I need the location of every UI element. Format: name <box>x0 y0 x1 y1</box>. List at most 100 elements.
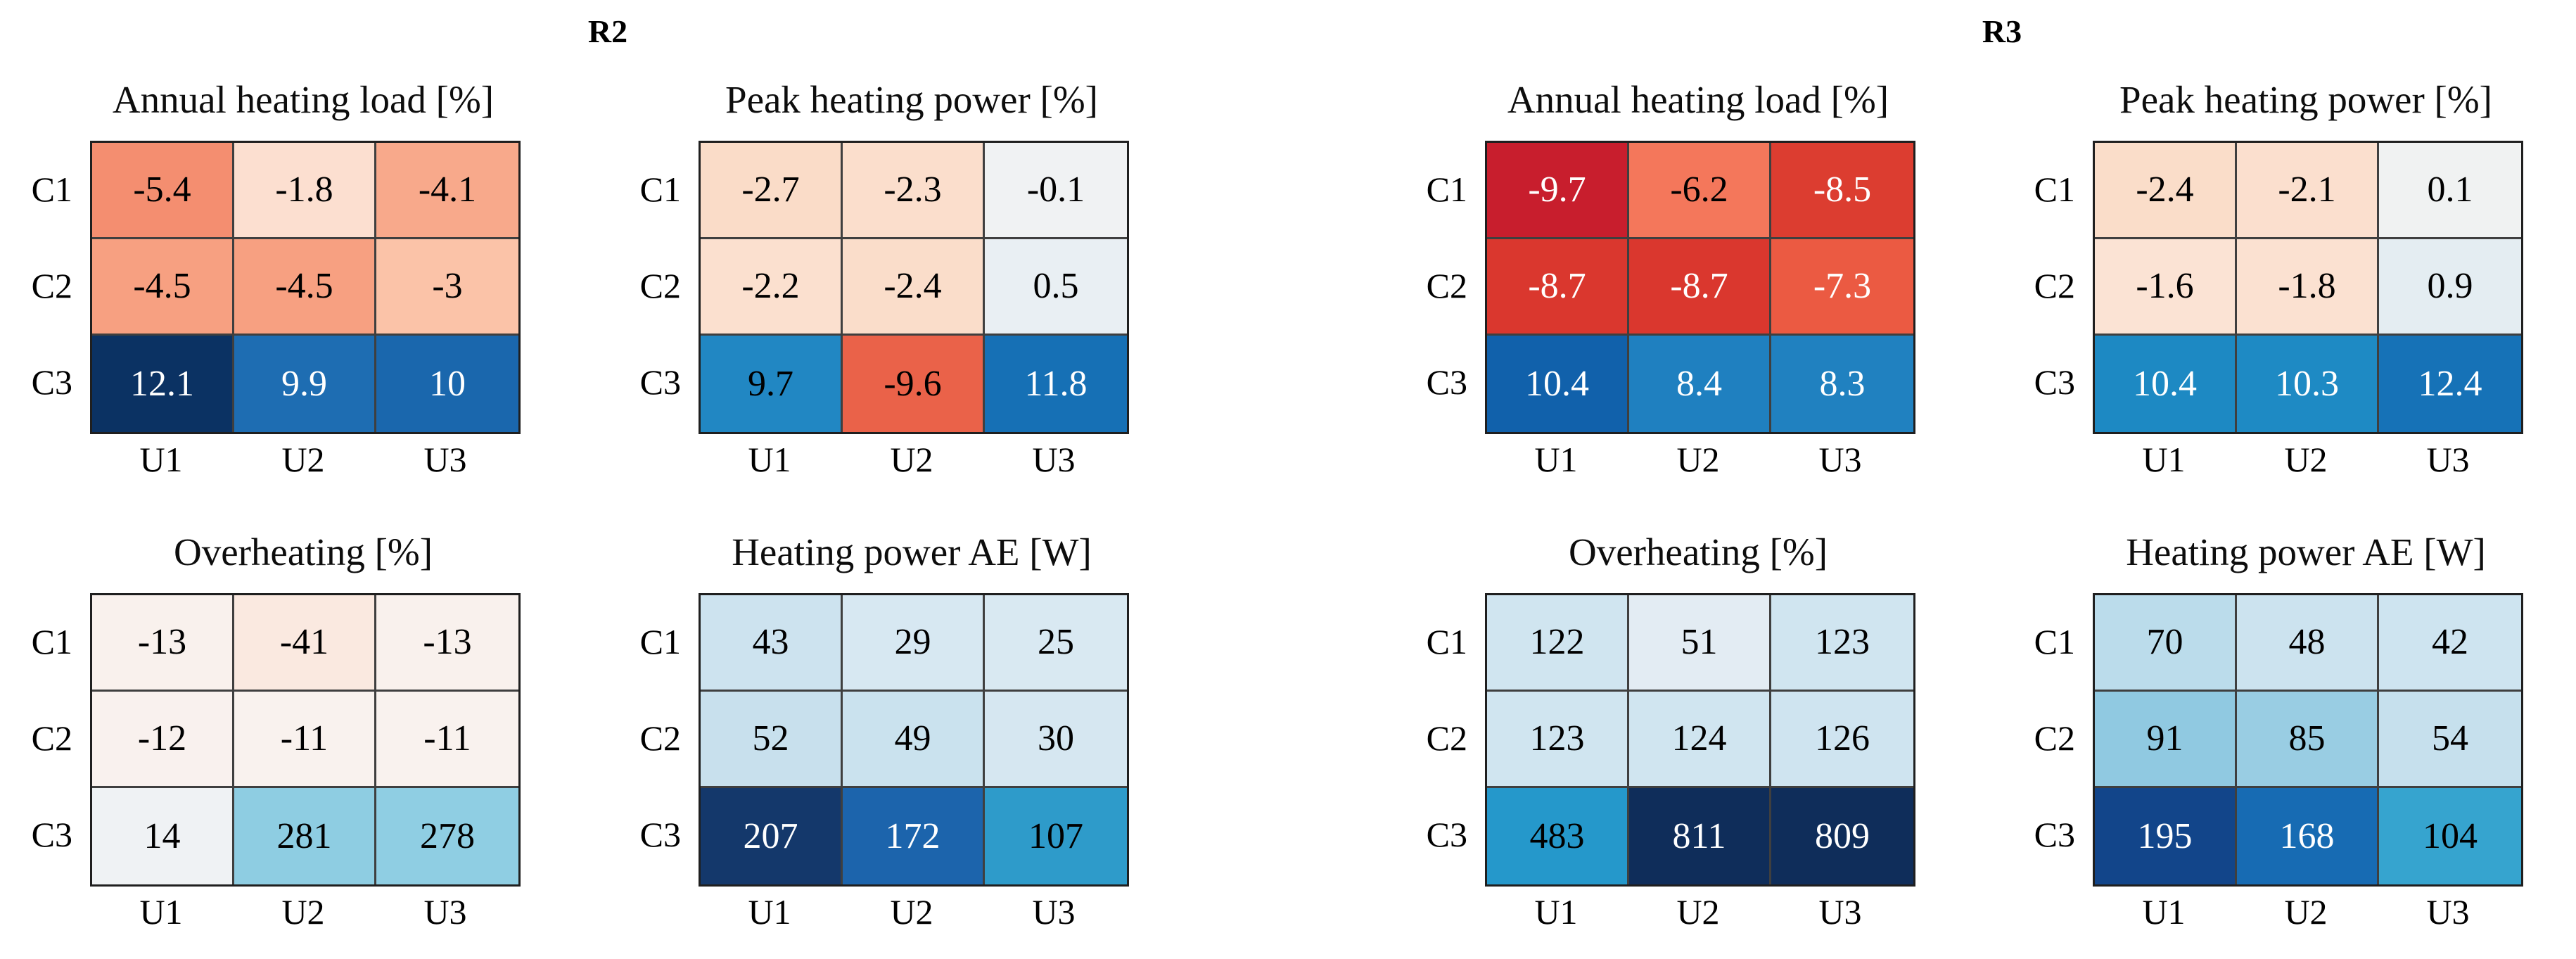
column-label: U2 <box>890 440 933 479</box>
heatmap-cell: 483 <box>1487 788 1629 884</box>
heatmap-cell: 10.4 <box>2095 336 2237 432</box>
heatmap-grid: 122 51 123 123 124 126 483 811 809 <box>1485 593 1915 887</box>
heatmap-cell: 9.7 <box>701 336 843 432</box>
row-label: C3 <box>31 362 72 402</box>
heatmap-cell: 168 <box>2237 788 2379 884</box>
heatmap-cell: 70 <box>2095 595 2237 692</box>
heatmap-cell: -2.1 <box>2237 143 2379 239</box>
heatmap-cell: 85 <box>2237 692 2379 788</box>
heatmap-cell: -4.5 <box>234 239 376 336</box>
row-label: C1 <box>639 621 681 661</box>
heatmap-grid: 43 29 25 52 49 30 207 172 107 <box>699 593 1129 887</box>
heatmap-cell: -7.3 <box>1771 239 1913 336</box>
row-label: C1 <box>639 169 681 209</box>
heatmap-title: Overheating [%] <box>1568 531 1828 573</box>
heatmap-cell: 207 <box>701 788 843 884</box>
heatmap-cell: 278 <box>376 788 518 884</box>
heatmap-cell: -13 <box>376 595 518 692</box>
heatmap-grid: -2.4 -2.1 0.1 -1.6 -1.8 0.9 10.4 10.3 12.4 <box>2093 141 2523 434</box>
heatmap-cell: -9.6 <box>843 336 985 432</box>
heatmap-title: Peak heating power [%] <box>2119 78 2492 121</box>
column-label: U3 <box>2426 440 2470 479</box>
heatmap-cell: -1.8 <box>2237 239 2379 336</box>
row-label: C3 <box>639 814 681 854</box>
column-label: U3 <box>2426 892 2470 932</box>
heatmap-cell: -4.1 <box>376 143 518 239</box>
heatmap-cell: 9.9 <box>234 336 376 432</box>
heatmap-cell: -12 <box>92 692 234 788</box>
heatmap-cell: 42 <box>2379 595 2521 692</box>
column-label: U1 <box>2142 892 2186 932</box>
heatmap-cell: 104 <box>2379 788 2521 884</box>
column-label: U3 <box>423 892 467 932</box>
heatmap-cell: 51 <box>1629 595 1771 692</box>
row-label: C3 <box>1426 362 1467 402</box>
heatmap-cell: -9.7 <box>1487 143 1629 239</box>
column-label: U3 <box>1032 440 1076 479</box>
row-label: C3 <box>2034 814 2075 854</box>
heatmap-cell: 0.1 <box>2379 143 2521 239</box>
row-label: C2 <box>1426 265 1467 305</box>
column-label: U2 <box>890 892 933 932</box>
column-label: U2 <box>2284 892 2328 932</box>
heatmap-cell: -11 <box>376 692 518 788</box>
row-label: C3 <box>31 814 72 854</box>
heatmap-cell: -2.4 <box>843 239 985 336</box>
heatmap-cell: 123 <box>1771 595 1913 692</box>
heatmap-grid: -9.7 -6.2 -8.5 -8.7 -8.7 -7.3 10.4 8.4 8.3 <box>1485 141 1915 434</box>
row-label: C1 <box>1426 169 1467 209</box>
heatmap-cell: 10.3 <box>2237 336 2379 432</box>
heatmap-cell: 8.3 <box>1771 336 1913 432</box>
column-label: U2 <box>281 892 325 932</box>
heatmap-cell: 11.8 <box>985 336 1127 432</box>
heatmap-cell: 29 <box>843 595 985 692</box>
heatmap-cell: 809 <box>1771 788 1913 884</box>
row-label: C2 <box>1426 718 1467 758</box>
region-heading-r2: R2 <box>587 13 628 49</box>
heatmap-cell: 49 <box>843 692 985 788</box>
heatmap-cell: 54 <box>2379 692 2521 788</box>
heatmap-title: Heating power AE [W] <box>732 531 1092 573</box>
column-label: U2 <box>1676 892 1720 932</box>
heatmap-grid: 70 48 42 91 85 54 195 168 104 <box>2093 593 2523 887</box>
column-label: U1 <box>139 892 183 932</box>
heatmap-grid: -5.4 -1.8 -4.1 -4.5 -4.5 -3 12.1 9.9 10 <box>90 141 521 434</box>
heatmap-cell: -8.7 <box>1629 239 1771 336</box>
row-label: C2 <box>2034 718 2075 758</box>
heatmap-cell: -4.5 <box>92 239 234 336</box>
row-label: C2 <box>31 265 72 305</box>
heatmap-cell: -8.7 <box>1487 239 1629 336</box>
heatmap-cell: 12.4 <box>2379 336 2521 432</box>
column-label: U3 <box>1818 892 1862 932</box>
heatmap-cell: 281 <box>234 788 376 884</box>
heatmap-cell: -5.4 <box>92 143 234 239</box>
heatmap-cell: 811 <box>1629 788 1771 884</box>
column-label: U3 <box>423 440 467 479</box>
row-label: C2 <box>639 265 681 305</box>
column-label: U1 <box>1534 892 1578 932</box>
heatmap-grid: -13 -41 -13 -12 -11 -11 14 281 278 <box>90 593 521 887</box>
heatmap-cell: -2.2 <box>701 239 843 336</box>
heatmap-cell: 12.1 <box>92 336 234 432</box>
column-label: U2 <box>281 440 325 479</box>
column-label: U2 <box>1676 440 1720 479</box>
heatmap-cell: -2.3 <box>843 143 985 239</box>
heatmap-title: Annual heating load [%] <box>112 78 495 121</box>
row-label: C2 <box>31 718 72 758</box>
heatmap-cell: 43 <box>701 595 843 692</box>
heatmap-cell: 195 <box>2095 788 2237 884</box>
heatmap-cell: 52 <box>701 692 843 788</box>
heatmap-cell: -2.4 <box>2095 143 2237 239</box>
row-label: C1 <box>31 169 72 209</box>
heatmap-cell: 91 <box>2095 692 2237 788</box>
column-label: U1 <box>2142 440 2186 479</box>
heatmap-cell: 10 <box>376 336 518 432</box>
column-label: U1 <box>748 440 791 479</box>
heatmap-cell: 123 <box>1487 692 1629 788</box>
heatmap-cell: 10.4 <box>1487 336 1629 432</box>
heatmap-cell: 8.4 <box>1629 336 1771 432</box>
heatmap-cell: 122 <box>1487 595 1629 692</box>
heatmap-cell: 172 <box>843 788 985 884</box>
heatmap-cell: -11 <box>234 692 376 788</box>
